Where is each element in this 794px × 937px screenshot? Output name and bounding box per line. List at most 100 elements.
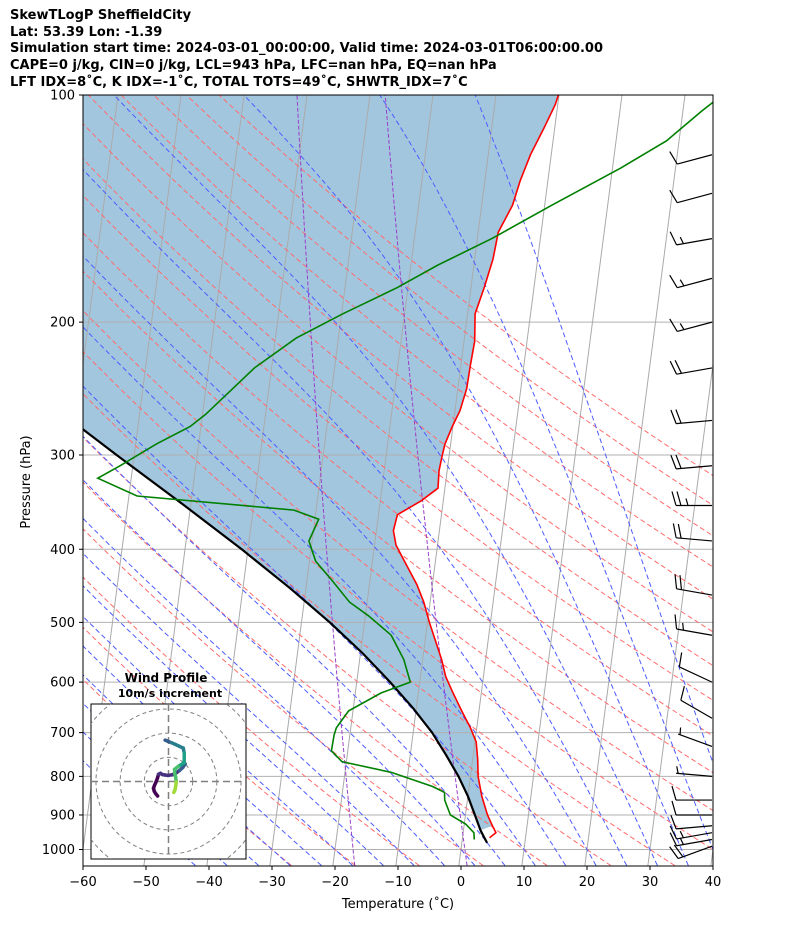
y-tick-label: 400 xyxy=(50,543,75,558)
wind-barb-staff xyxy=(680,699,713,719)
wind-barb-flag xyxy=(669,846,679,859)
wind-barb-flag xyxy=(680,686,685,701)
cin-shading xyxy=(83,95,559,831)
moist-adiabat-line xyxy=(83,435,506,866)
moist-adiabat-line xyxy=(83,615,353,866)
dry-adiabat-line xyxy=(83,528,484,866)
wind-barb-flag xyxy=(673,844,684,858)
x-tick-label: −30 xyxy=(258,875,285,890)
moist-adiabat-line xyxy=(243,95,689,866)
hodograph-trace-segment xyxy=(181,762,187,770)
wind-barb-flag xyxy=(670,455,677,470)
wind-barb xyxy=(680,686,713,719)
title-line-3: Simulation start time: 2024-03-01_00:00:… xyxy=(10,41,603,56)
wind-barb-staff xyxy=(676,419,713,425)
x-tick-label: 0 xyxy=(457,875,465,890)
wind-barb-staff xyxy=(676,588,713,596)
wind-barb-flag xyxy=(674,359,683,374)
wind-barb xyxy=(674,574,713,596)
wind-barb-flag xyxy=(670,815,677,830)
wind-barb-staff xyxy=(676,832,713,840)
wind-barb xyxy=(669,274,713,289)
hodograph-title: Wind Profile xyxy=(125,671,208,685)
wind-barb xyxy=(670,409,713,425)
wind-barb xyxy=(669,231,713,246)
isotherm-line xyxy=(83,95,119,369)
wind-barb xyxy=(669,318,713,333)
wind-barb-flag xyxy=(677,523,682,539)
wind-barb-flag xyxy=(669,151,678,165)
wind-barb xyxy=(669,832,713,847)
wind-barb-half-flag xyxy=(679,727,682,735)
wind-barb-flag xyxy=(674,574,678,589)
moist-adiabat-line xyxy=(83,326,567,866)
dry-adiabat-line xyxy=(83,232,713,737)
y-tick-label: 700 xyxy=(50,726,75,741)
temperature-profile-line xyxy=(392,95,560,839)
dry-adiabat-line xyxy=(83,270,713,774)
moist-adiabat-line xyxy=(83,585,384,866)
dry-adiabat-line xyxy=(153,95,713,537)
wind-barb-half-flag xyxy=(685,498,689,506)
y-tick-label: 600 xyxy=(50,676,75,691)
dewpoint-profile-line xyxy=(96,101,713,840)
dry-adiabat-line xyxy=(83,481,548,866)
wind-barb xyxy=(671,491,712,507)
wind-barb-flag xyxy=(669,832,678,847)
wind-barb-staff xyxy=(676,628,713,636)
x-tick-label: 10 xyxy=(516,875,533,890)
wind-barb xyxy=(674,614,713,636)
wind-barb-staff xyxy=(677,277,713,289)
wind-barb xyxy=(669,359,713,375)
wind-barb-flag xyxy=(671,785,677,801)
wind-barb-flag xyxy=(669,274,678,288)
isotherm-line xyxy=(458,95,560,866)
wind-barb-staff xyxy=(677,154,713,165)
wind-barb xyxy=(672,523,713,542)
isotherm-line xyxy=(774,95,794,866)
mixing-ratio-line xyxy=(384,95,468,866)
moist-adiabat-line xyxy=(83,385,536,866)
wind-barb-half-flag xyxy=(676,766,679,774)
hodograph-trace-segment xyxy=(172,787,177,795)
wind-barb-flag xyxy=(669,825,678,840)
y-tick-label: 300 xyxy=(50,448,75,463)
wind-barb-half-flag xyxy=(679,830,684,838)
dry-adiabat-line xyxy=(83,351,713,851)
wind-barb-staff xyxy=(676,367,713,375)
dry-adiabat-line xyxy=(83,393,675,866)
wind-barb-staff xyxy=(676,838,713,847)
wind-barb xyxy=(678,652,713,683)
moist-adiabat-line xyxy=(113,95,658,866)
isotherm-line xyxy=(710,845,713,866)
isotherm-line xyxy=(584,95,686,866)
moist-adiabat-line xyxy=(83,552,415,866)
title-line-1: SkewTLogP SheffieldCity xyxy=(10,8,192,23)
wind-barb-staff xyxy=(677,192,713,204)
wind-barb-flag xyxy=(678,652,683,667)
x-tick-label: 40 xyxy=(705,875,722,890)
wind-barb xyxy=(669,189,713,204)
moist-adiabat-line xyxy=(83,255,597,866)
wind-barb xyxy=(671,800,712,816)
y-tick-label: 500 xyxy=(50,616,75,631)
moist-adiabat-line xyxy=(83,645,322,866)
y-axis-label: Pressure (hPa) xyxy=(19,435,34,528)
moist-adiabat-line xyxy=(83,479,476,866)
y-tick-label: 100 xyxy=(50,89,75,104)
x-tick-label: −10 xyxy=(384,875,411,890)
wind-barb-half-flag xyxy=(679,236,684,244)
title-line-4: CAPE=0 j/kg, CIN=0 j/kg, LCL=943 hPa, LF… xyxy=(10,58,497,73)
wind-barb-half-flag xyxy=(682,622,685,631)
dry-adiabat-line xyxy=(120,95,713,568)
wind-barb-flag xyxy=(672,523,677,538)
wind-barb-staff xyxy=(679,666,713,683)
hodograph-subtitle: 10m/s increment xyxy=(118,687,222,700)
title-line-2: Lat: 53.39 Lon: -1.39 xyxy=(10,25,163,40)
dry-adiabat-line xyxy=(83,194,713,701)
wind-barb xyxy=(670,815,713,830)
isotherm-line xyxy=(332,95,434,866)
x-axis-label: Temperature (˚C) xyxy=(341,896,454,912)
wind-barb xyxy=(669,844,713,860)
